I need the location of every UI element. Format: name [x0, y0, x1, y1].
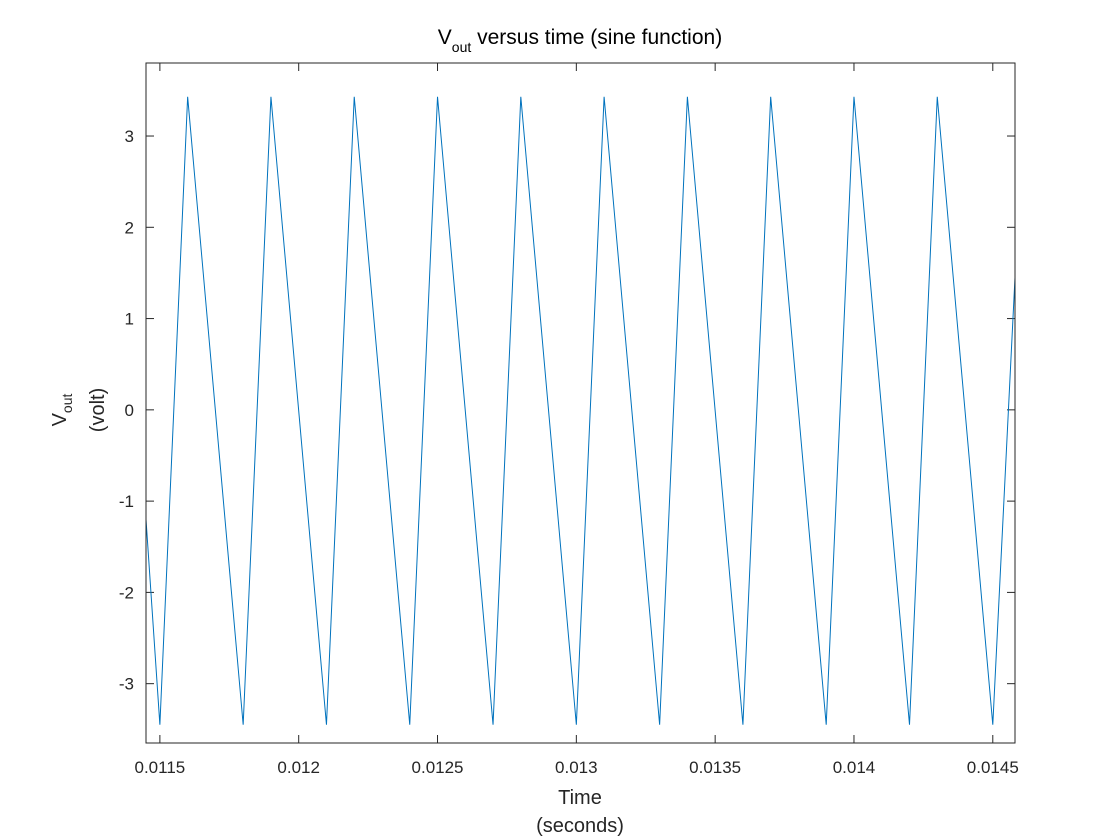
y-tick-label: 3 — [125, 127, 134, 146]
y-tick-label: -3 — [119, 675, 134, 694]
tick-labels: 0.0115 0.012 0.0125 0.013 0.0135 0.014 0.0145 -… — [119, 127, 1019, 777]
y-tick-label: 0 — [125, 401, 134, 420]
x-axis-label: Time — [558, 787, 602, 809]
y-tick-label: -2 — [119, 583, 134, 602]
y-tick-label: 1 — [125, 310, 134, 329]
x-tick-label: 0.0125 — [412, 758, 464, 777]
y-tick-label: -1 — [119, 492, 134, 511]
x-tick-label: 0.0145 — [967, 758, 1019, 777]
x-tick-label: 0.0115 — [135, 758, 186, 777]
axis-ticks — [146, 63, 1015, 743]
y-tick-label: 2 — [125, 218, 134, 237]
x-tick-label: 0.013 — [555, 758, 598, 777]
x-tick-label: 0.012 — [277, 758, 320, 777]
x-tick-label: 0.014 — [833, 758, 876, 777]
x-tick-label: 0.0135 — [689, 758, 741, 777]
y-axis-label: Vout — [49, 393, 75, 426]
y-axis-label-units: (volt) — [87, 388, 109, 432]
x-axis-label-units: (seconds) — [536, 815, 624, 837]
chart-title: Vout versus time (sine function) — [438, 26, 722, 55]
plot-area-frame — [145, 62, 1016, 744]
series-line-vout — [146, 96, 1015, 725]
